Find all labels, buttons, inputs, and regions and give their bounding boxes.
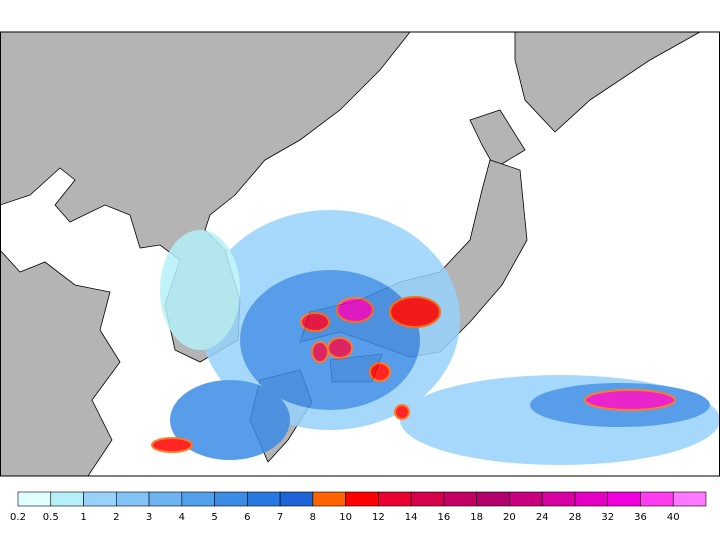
colorbar-box xyxy=(214,491,248,507)
colorbar-box xyxy=(509,491,543,507)
colorbar-label: 18 xyxy=(470,512,483,523)
colorbar-label: 20 xyxy=(503,512,516,523)
colorbar-box xyxy=(672,491,707,507)
sakhalin xyxy=(514,31,702,133)
colorbar-label: 36 xyxy=(634,512,647,523)
colorbar-box xyxy=(476,491,510,507)
colorbar-label: 7 xyxy=(277,512,283,523)
colorbar-label: 40 xyxy=(667,512,680,523)
colorbar: 0.2 0.5 1 2 3 4 5 6 7 8 10 12 14 16 18 20 24 28 32 36 40 xyxy=(10,491,707,523)
hokkaido xyxy=(469,109,526,169)
colorbar-label: 1 xyxy=(80,512,86,523)
colorbar-box xyxy=(17,491,52,507)
colorbar-label: 24 xyxy=(536,512,549,523)
colorbar-label: 32 xyxy=(601,512,614,523)
map xyxy=(0,31,720,477)
precipitation xyxy=(151,210,720,465)
colorbar-label: 2 xyxy=(113,512,119,523)
rain-core xyxy=(369,362,391,382)
colorbar-label: 10 xyxy=(339,512,352,523)
colorbar-box xyxy=(279,491,314,507)
colorbar-label: 0.5 xyxy=(43,512,59,523)
mainland xyxy=(0,31,411,363)
rain-core xyxy=(394,404,410,420)
colorbar-box xyxy=(640,491,674,507)
colorbar-label: 28 xyxy=(569,512,582,523)
rain-core xyxy=(584,389,676,411)
rain-core xyxy=(300,312,330,332)
colorbar-label: 8 xyxy=(310,512,316,523)
colorbar-box xyxy=(50,491,84,507)
colorbar-box xyxy=(541,491,576,507)
rain-core xyxy=(327,337,353,359)
colorbar-label: 16 xyxy=(438,512,451,523)
colorbar-box xyxy=(574,491,609,507)
rain-core xyxy=(151,437,193,453)
colorbar-box xyxy=(378,491,412,507)
colorbar-label: 6 xyxy=(244,512,250,523)
colorbar-label: 5 xyxy=(211,512,217,523)
colorbar-label: 14 xyxy=(405,512,418,523)
colorbar-box xyxy=(181,491,215,507)
colorbar-box xyxy=(443,491,477,507)
colorbar-label: 3 xyxy=(146,512,152,523)
rain-core xyxy=(389,296,441,328)
colorbar-box xyxy=(410,491,445,507)
rain-core xyxy=(336,297,374,323)
rain-core xyxy=(311,341,329,363)
colorbar-box xyxy=(312,491,346,507)
rain-area xyxy=(160,230,240,350)
colorbar-box xyxy=(115,491,150,507)
colorbar-box xyxy=(83,491,117,507)
colorbar-label: 12 xyxy=(372,512,385,523)
colorbar-box xyxy=(345,491,379,507)
rain-area xyxy=(170,380,290,460)
colorbar-box xyxy=(607,491,641,507)
colorbar-box xyxy=(148,491,183,507)
colorbar-label: 4 xyxy=(179,512,185,523)
colorbar-box xyxy=(247,491,281,507)
colorbar-label: 0.2 xyxy=(10,512,26,523)
